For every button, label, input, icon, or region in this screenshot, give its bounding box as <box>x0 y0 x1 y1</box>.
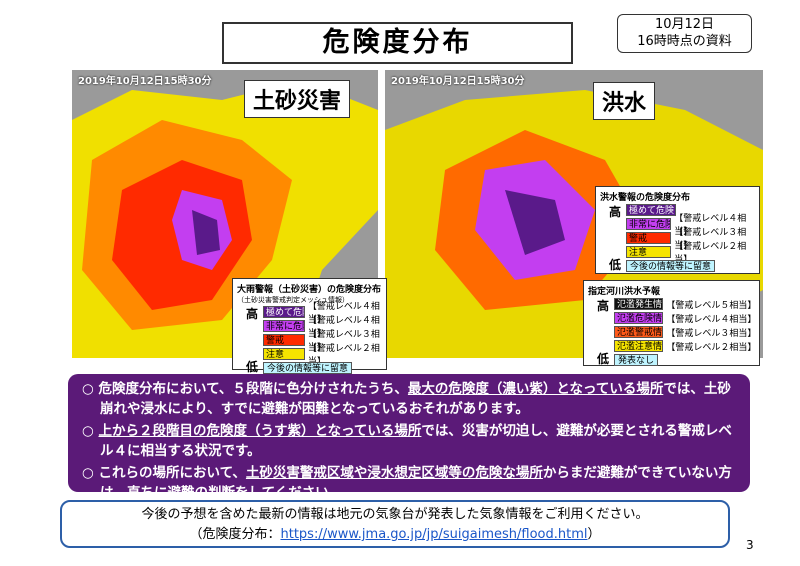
legend-row: 警戒 【警戒レベル３相当】 <box>626 228 755 251</box>
legend-note: 発表なし <box>614 354 659 366</box>
legend-low: 低 <box>245 360 258 374</box>
legend-title: 洪水警報の危険度分布 <box>600 193 691 203</box>
legend-high: 高 <box>596 299 609 313</box>
legend-high: 高 <box>245 307 258 321</box>
date-box: 10月12日 16時時点の資料 <box>617 14 752 53</box>
legend-body: 高低極めて危険【警戒レベル４相当】非常に危険【警戒レベル４相当】警戒【警戒レベル… <box>237 302 382 375</box>
footer-link-line: （危険度分布：https://www.jma.go.jp/jp/suigaime… <box>62 525 728 545</box>
legend-level: 【警戒レベル４相当】 <box>307 302 380 325</box>
legend-row: 発表なし <box>614 353 755 367</box>
legend-row: 極めて危険 <box>626 203 755 217</box>
legend-note: 今後の情報等に留意 <box>263 362 353 374</box>
date-time: 16時時点の資料 <box>637 34 732 49</box>
bullet-text: では、災害が切迫し、避難が必要とされる警戒レベル４に相当する状況です。 <box>100 423 732 459</box>
emphasis: 土砂災害警戒区域や浸水想定区域等の危険な場所 <box>245 465 543 481</box>
legend-row: 注意【警戒レベル２相当】 <box>626 242 755 265</box>
legend-row: 氾濫発生情報【警戒レベル５相当】 <box>614 297 757 311</box>
legend-row: 注意【警戒レベル２相当】 <box>263 344 382 367</box>
bullet: ○ これらの場所において、土砂災害警戒区域や浸水想定区域等の危険な場所からまだ避… <box>82 463 738 503</box>
timestamp: 2019年10月12日15時30分 <box>78 76 212 87</box>
legend-level: 【警戒レベル３相当】 <box>666 328 757 339</box>
legend-subtitle: （土砂災害警戒判定メッシュ情報） <box>237 296 349 304</box>
bullet-text: ○ これらの場所において、 <box>82 465 246 481</box>
bullet-text: からまだ避難ができていない方は、直ちに避難の判断をしてください。 <box>100 465 732 501</box>
legend-swatch: 警戒 <box>626 232 672 244</box>
legend-swatch: 注意 <box>263 348 305 360</box>
notice-box: ○ 危険度分布において、５段階に色分けされたうち、最大の危険度（濃い紫）となって… <box>68 374 750 501</box>
bullet-text: ○ <box>82 423 99 439</box>
legend-body: 高低 氾濫発生情報【警戒レベル５相当】氾濫危険情報【警戒レベル４相当】氾濫警戒情報… <box>588 297 757 367</box>
bullet-text: では、土砂崩れや浸水により、すでに避難が困難となっているおそれがあります。 <box>100 381 731 417</box>
legend-level: 【警戒レベル４相当】 <box>674 214 747 237</box>
footer-text: （危険度分布： <box>189 527 281 542</box>
link[interactable]: https://www.jma.go.jp/jp/suigaimesh/floo… <box>280 527 588 542</box>
legend-row: 今後の情報等に留意 <box>626 259 755 273</box>
legend-row: 氾濫注意情報【警戒レベル２相当】 <box>614 339 757 353</box>
legend-row: 非常に危険【警戒レベル４相当】 <box>263 316 382 339</box>
legend-swatch: 氾濫警戒情報 <box>614 326 664 338</box>
legend-row: 警戒 【警戒レベル３相当】 <box>263 330 382 353</box>
legend-swatch: 非常に危険 <box>626 218 672 230</box>
legend-body: 高低極めて危険 非常に危険 【警戒レベル４相当】 警戒 【警戒レベル３相当】 注意 【警戒レ… <box>600 203 755 273</box>
timestamp: 2019年10月12日15時30分 <box>391 76 525 87</box>
legend-level: 【警戒レベル５相当】 <box>666 300 757 311</box>
legend: 大雨警報（土砂災害）の危険度分布（土砂災害警戒判定メッシュ情報） 高低 極めて危険【… <box>232 278 387 374</box>
legend-swatch: 氾濫注意情報 <box>614 340 664 352</box>
emphasis: 最大の危険度（濃い紫）となっている場所 <box>407 381 664 397</box>
legend-level: 【警戒レベル４相当】 <box>307 316 380 339</box>
legend-swatch: 極めて危険 <box>626 204 676 216</box>
legend-swatch: 非常に危険 <box>263 320 305 332</box>
footer-text: 今後の予想を含めた最新の情報は地元の気象台が発表した気象情報をご利用ください。 <box>141 507 649 522</box>
legend-low: 低 <box>608 258 621 272</box>
legend-row: 今後の情報等に留意 <box>263 361 382 375</box>
legend-row: 極めて危険【警戒レベル４相当】 <box>263 302 382 325</box>
date: 10月12日 <box>654 17 715 32</box>
emphasis: 上から２段階目の危険度（うす紫）となっている場所 <box>98 423 422 439</box>
footer-box: 今後の予想を含めた最新の情報は地元の気象台が発表した気象情報をご利用ください。 … <box>60 500 730 548</box>
map-label: 洪水 <box>593 82 656 120</box>
bullet-text: ○ 危険度分布において、５段階に色分けされたうち、 <box>82 381 408 397</box>
legend-swatch: 氾濫危険情報 <box>614 312 664 324</box>
bullet: ○ 上から２段階目の危険度（うす紫）となっている場所では、災害が切迫し、避難が必… <box>82 421 738 461</box>
legend-low: 低 <box>596 352 609 366</box>
legend-row: 非常に危険【警戒レベル４相当】 <box>626 214 755 237</box>
slide-title: 危険度分布 <box>222 22 573 64</box>
legend-level: 【警戒レベル２相当】 <box>666 342 757 353</box>
page-number: 3 <box>746 538 754 552</box>
legend-row: 氾濫警戒情報【警戒レベル３相当】 <box>614 325 757 339</box>
legend-swatch: 極めて危険 <box>263 306 305 318</box>
legend-swatch: 注意 <box>626 246 672 258</box>
legend-title: 指定河川洪水予報 <box>588 287 661 297</box>
legend-title: 大雨警報（土砂災害）の危険度分布 <box>237 285 382 295</box>
legend-high: 高 <box>608 205 621 219</box>
footer-text: ） <box>587 527 601 542</box>
legend-level: 【警戒レベル３相当】 <box>674 228 747 251</box>
legend: 洪水警報の危険度分布高低極めて危険 非常に危険 【警戒レベル４相当】 警戒 【警戒レベル… <box>595 186 760 274</box>
bullet: ○ 危険度分布において、５段階に色分けされたうち、最大の危険度（濃い紫）となって… <box>82 379 738 419</box>
legend-row: 氾濫危険情報【警戒レベル４相当】 <box>614 311 757 325</box>
map-label: 土砂災害 <box>244 80 351 118</box>
legend-swatch: 氾濫発生情報 <box>614 298 664 310</box>
legend-note: 今後の情報等に留意 <box>626 260 716 272</box>
legend-level: 【警戒レベル３相当】 <box>307 330 380 353</box>
legend-swatch: 警戒 <box>263 334 305 346</box>
legend-level: 【警戒レベル４相当】 <box>666 314 757 325</box>
